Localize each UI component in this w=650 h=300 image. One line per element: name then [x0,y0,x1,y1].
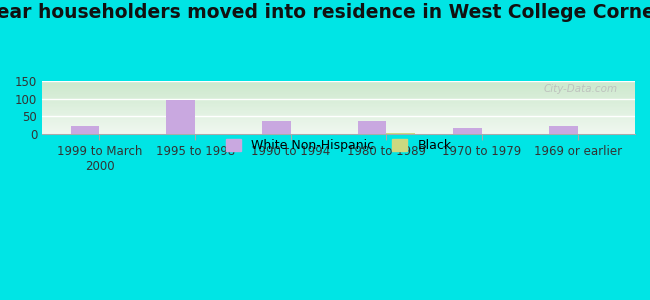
Bar [358,121,386,134]
Bar [453,128,482,134]
Text: City-Data.com: City-Data.com [543,84,618,94]
Legend: White Non-Hispanic, Black: White Non-Hispanic, Black [220,134,456,157]
Bar [71,126,99,134]
Bar [549,126,578,134]
Bar [386,133,415,134]
Bar [262,121,291,134]
Text: Year householders moved into residence in West College Corner: Year householders moved into residence i… [0,3,650,22]
Bar [166,100,195,134]
